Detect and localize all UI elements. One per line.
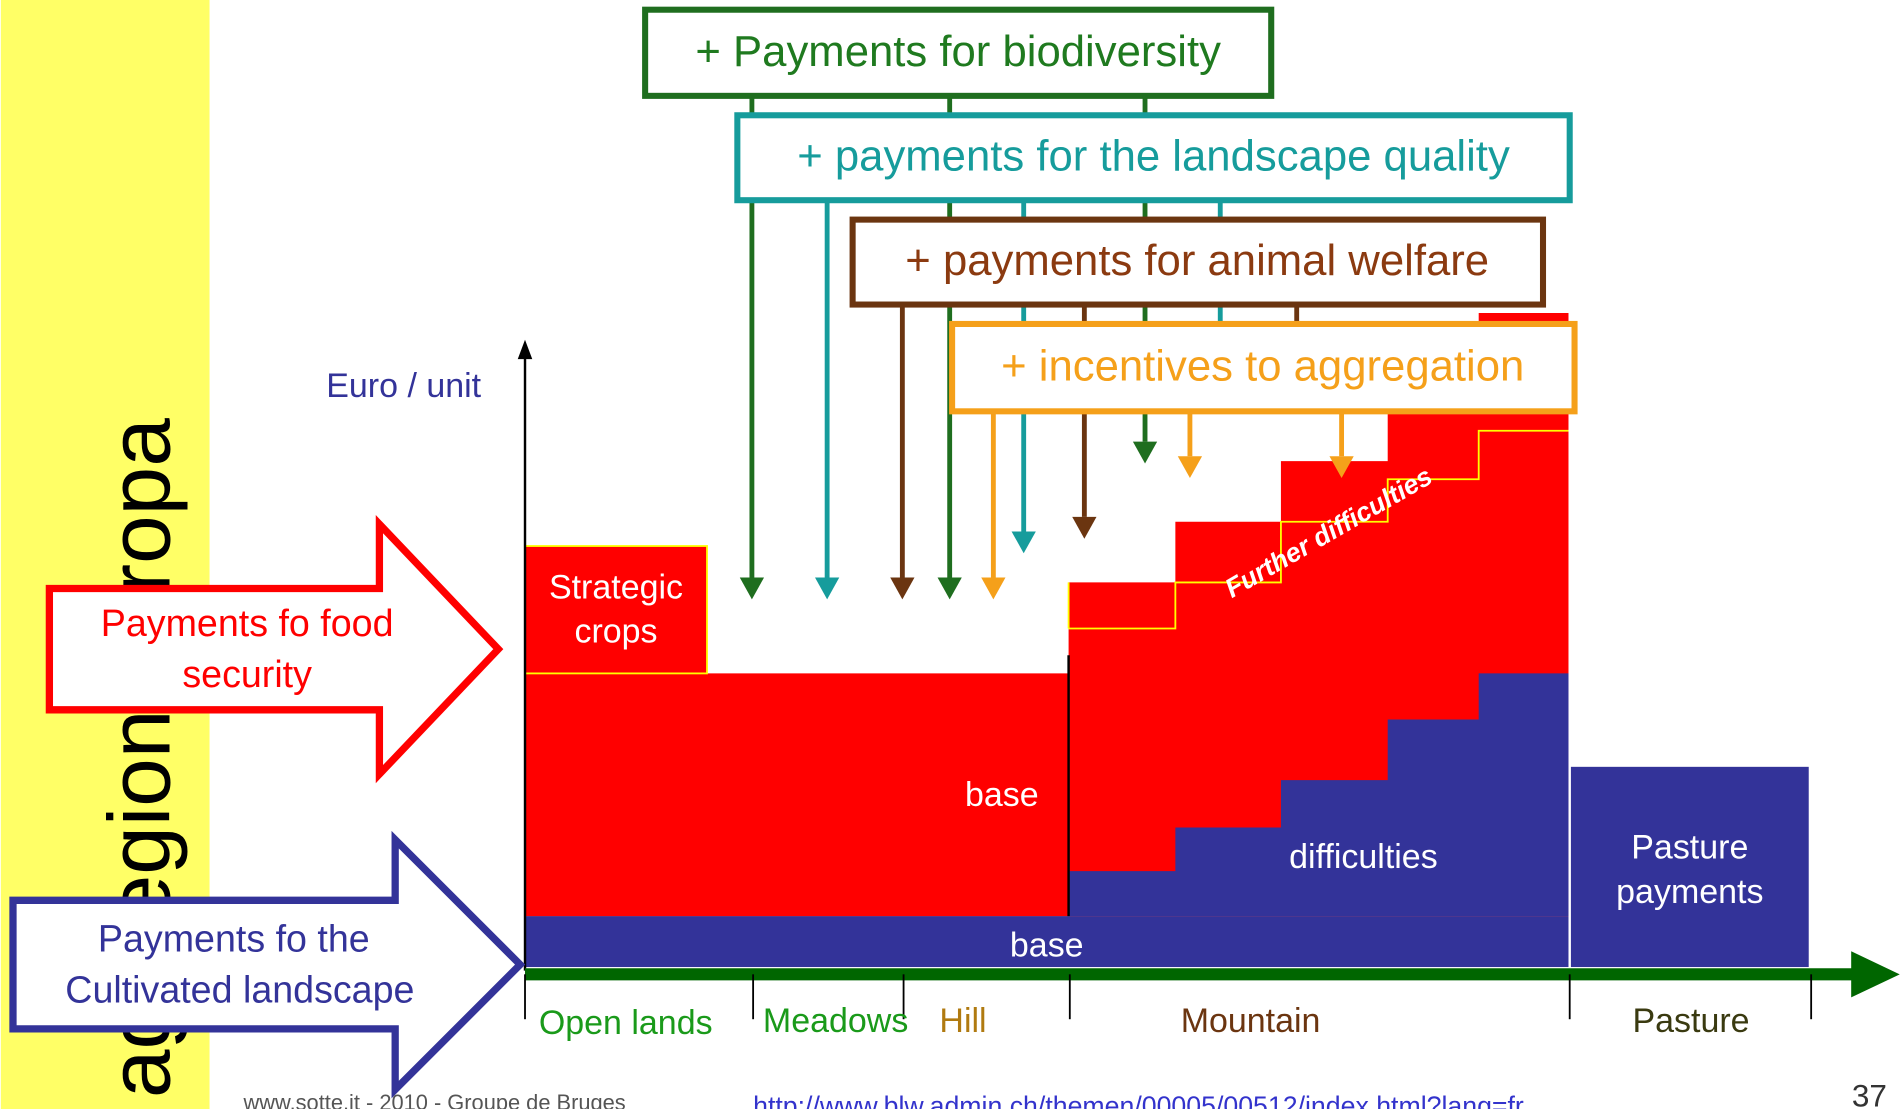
landscape-label: Payments fo the Cultivated landscape — [65, 917, 414, 1010]
food-security-label: Payments fo food security — [101, 602, 394, 695]
strategic-crops-label: Strategic crops — [549, 569, 683, 651]
box-label: + payments for the landscape quality — [797, 131, 1510, 180]
box-landscape — [734, 112, 1573, 204]
box-aggregation — [949, 320, 1578, 415]
box-label: + Payments for biodiversity — [695, 27, 1221, 76]
food-security-arrow — [45, 515, 504, 784]
base-lower-label: base — [1010, 927, 1084, 965]
base-upper-label: base — [965, 776, 1039, 814]
orange-arrows — [981, 411, 1354, 600]
base-upper-block — [525, 313, 1569, 917]
x-axis-arrow — [1851, 951, 1900, 998]
brown-arrows — [890, 304, 1300, 600]
x-label: Mountain — [1181, 1002, 1321, 1040]
box-label: + incentives to aggregation — [1001, 341, 1524, 390]
pasture-payments-label: Pasture payments — [1616, 828, 1763, 911]
y-axis-arrow — [517, 339, 533, 360]
pasture-block — [1570, 766, 1809, 968]
strategic-crops-block — [524, 545, 708, 675]
difficulties-block — [1068, 673, 1569, 917]
step-lines — [1068, 429, 1569, 630]
x-label: Pasture — [1632, 1002, 1749, 1040]
x-label: Open lands — [539, 1004, 713, 1042]
x-label: Meadows — [763, 1002, 908, 1040]
landscape-arrow — [9, 830, 526, 1099]
box-animal-welfare — [849, 216, 1547, 308]
x-label: Hill — [939, 1002, 986, 1040]
difficulties-label: difficulties — [1289, 838, 1438, 876]
footer-url[interactable]: http://www.blw.admin.ch/themen/00005/005… — [753, 1091, 1524, 1109]
x-ticks — [524, 974, 1813, 1020]
base-lower-block — [525, 916, 1569, 968]
box-biodiversity — [642, 6, 1275, 99]
axis-label: Euro / unit — [326, 367, 481, 405]
page-number: 37 — [1852, 1077, 1887, 1109]
footer-source: www.sotte.it - 2010 - Groupe de Bruges — [243, 1090, 626, 1109]
box-label: + payments for animal welfare — [905, 236, 1489, 285]
